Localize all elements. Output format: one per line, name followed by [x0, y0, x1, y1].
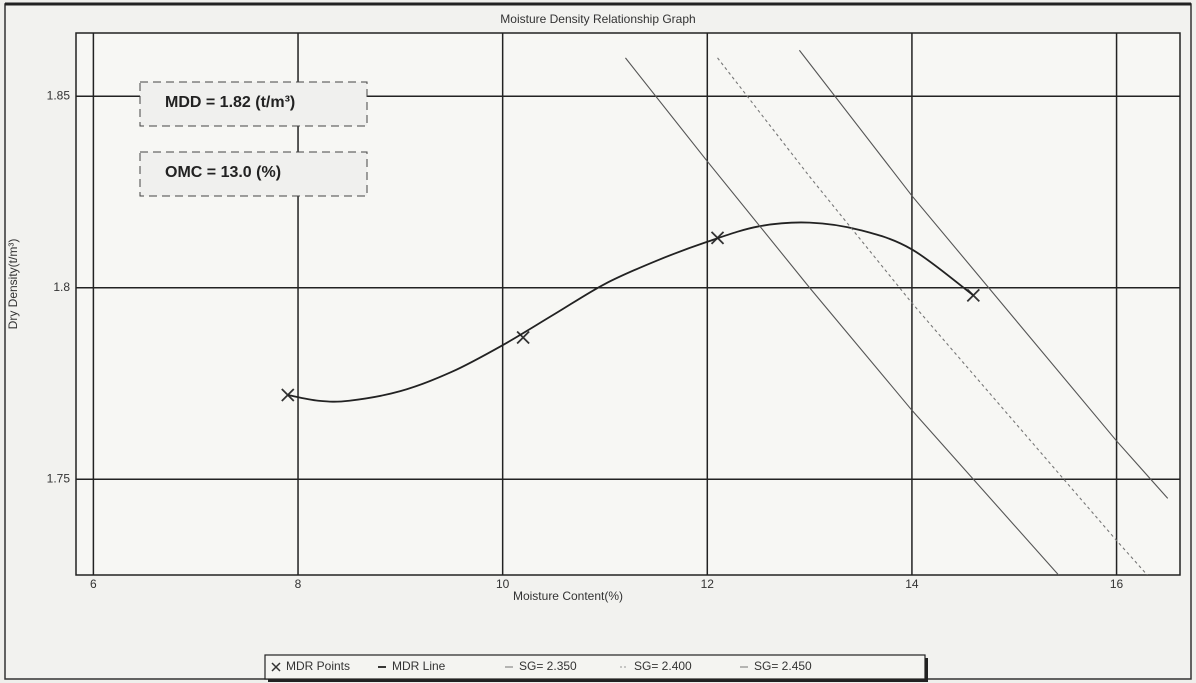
x-axis-label: Moisture Content(%) — [513, 589, 623, 603]
x-tick-label: 8 — [295, 577, 302, 591]
series-line — [798, 49, 1169, 499]
x-tick-label: 16 — [1110, 577, 1124, 591]
x-tick-label: 12 — [701, 577, 715, 591]
sg-line-dotted — [717, 57, 1148, 575]
legend-label: MDR Line — [392, 659, 446, 673]
annotation-box — [139, 151, 368, 197]
legend-marker — [271, 662, 281, 672]
y-tick-label: 1.8 — [53, 280, 70, 294]
annotation: MDD = 1.82 (t/m³) — [165, 94, 295, 111]
series-layer — [281, 49, 1169, 575]
data-point — [281, 388, 295, 402]
legend-label: MDR Points — [286, 659, 350, 673]
legend-label: SG= 2.450 — [754, 659, 812, 673]
chart-title: Moisture Density Relationship Graph — [500, 12, 695, 26]
y-axis-label: Dry Density(t/m³) — [6, 239, 20, 330]
x-tick-label: 10 — [496, 577, 510, 591]
legend-box — [264, 654, 926, 680]
series-line — [625, 57, 1060, 575]
annotation: OMC = 13.0 (%) — [165, 164, 281, 181]
annotation-box — [139, 81, 368, 127]
x-tick-label: 6 — [90, 577, 97, 591]
data-point — [516, 330, 530, 345]
x-tick-label: 14 — [905, 577, 919, 591]
legend-label: SG= 2.400 — [634, 659, 692, 673]
y-tick-label: 1.75 — [47, 471, 71, 485]
y-tick-label: 1.85 — [47, 88, 71, 102]
legend-label: SG= 2.350 — [519, 659, 577, 673]
